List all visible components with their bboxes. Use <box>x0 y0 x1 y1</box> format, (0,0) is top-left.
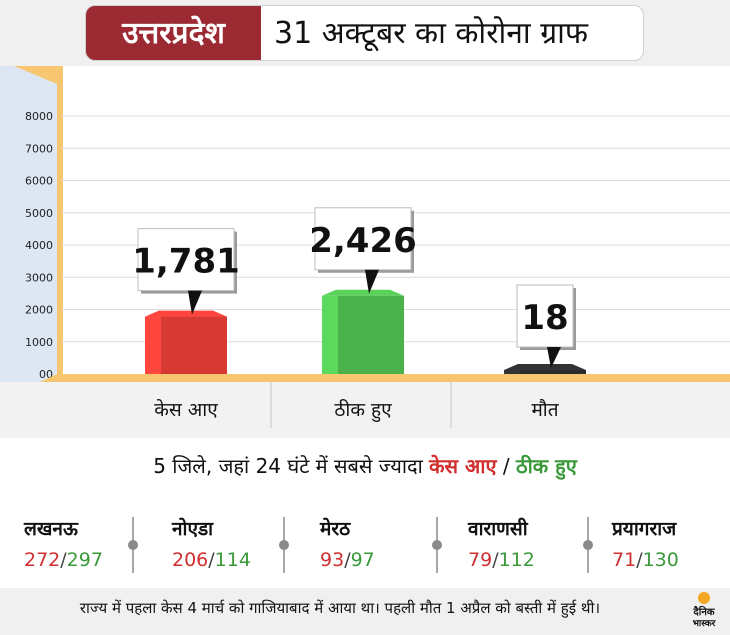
footer-note: राज्य में पहला केस 4 मार्च को गाजियाबाद … <box>79 599 601 617</box>
district-noida: नोएडा 206/114 <box>172 515 307 571</box>
separator-dot-icon <box>583 540 593 550</box>
logo-line2: भास्कर <box>692 619 716 629</box>
district-recovered: 114 <box>214 549 251 571</box>
category-strip <box>0 382 730 438</box>
header: उत्तरप्रदेश 31 अक्टूबर का कोरोना ग्राफ <box>0 0 730 70</box>
district-values: 71/130 <box>612 549 730 571</box>
chart-top-frame-corner <box>14 66 57 84</box>
x-tick-label: ठीक हुए <box>334 398 392 423</box>
districts-heading-divider: / <box>502 454 510 478</box>
y-tick-label: 7000 <box>25 142 53 155</box>
callout-pointer <box>188 290 202 315</box>
district-values: 206/114 <box>172 549 307 571</box>
x-tick-label: मौत <box>531 398 559 421</box>
chart-left-frame <box>57 66 63 380</box>
bar-chart: 00100020003000400050006000700080001,7812… <box>0 66 730 438</box>
dainik-bhaskar-logo: दैनिक भास्कर <box>684 592 724 630</box>
y-tick-label: 5000 <box>25 207 53 220</box>
callout-pointer <box>547 347 561 368</box>
sun-icon <box>698 592 710 604</box>
bar-top <box>145 310 227 317</box>
logo-line1: दैनिक <box>693 607 715 618</box>
chart-floor <box>40 374 730 382</box>
bar-top <box>322 289 404 296</box>
bar <box>520 370 586 374</box>
district-separator <box>278 517 290 573</box>
state-label: उत्तरप्रदेश <box>86 6 261 60</box>
district-varanasi: वाराणसी 79/112 <box>468 515 603 571</box>
district-values: 79/112 <box>468 549 603 571</box>
y-tick-label: 6000 <box>25 175 53 188</box>
separator-dot-icon <box>128 540 138 550</box>
y-tick-label: 3000 <box>25 271 53 284</box>
district-lucknow: लखनऊ 272/297 <box>24 515 159 571</box>
page-title: 31 अक्टूबर का कोरोना ग्राफ <box>274 16 589 51</box>
y-tick-label: 2000 <box>25 304 53 317</box>
district-name: वाराणसी <box>468 518 528 540</box>
district-slash: / <box>208 549 215 571</box>
bar-top <box>504 364 586 370</box>
district-name: लखनऊ <box>24 518 78 540</box>
district-values: 93/97 <box>320 549 455 571</box>
districts-heading-recovered: ठीक हुए <box>515 454 577 478</box>
bar <box>338 295 404 374</box>
bar-side <box>504 370 520 374</box>
district-cases: 272 <box>24 549 61 571</box>
district-slash: / <box>492 549 499 571</box>
district-slash: / <box>60 549 67 571</box>
chart-side-panel <box>0 66 57 434</box>
y-tick-label: 4000 <box>25 239 53 252</box>
district-name: प्रयागराज <box>612 518 677 540</box>
district-cases: 206 <box>172 549 209 571</box>
district-cases: 71 <box>612 549 637 571</box>
x-tick-label: केस आए <box>154 398 218 421</box>
footer: राज्य में पहला केस 4 मार्च को गाजियाबाद … <box>0 588 730 635</box>
y-tick-label: 1000 <box>25 336 53 349</box>
callout-box <box>516 284 574 348</box>
district-separator <box>431 517 443 573</box>
district-meerut: मेरठ 93/97 <box>320 515 455 571</box>
callout-box <box>137 228 235 292</box>
data-label: 1,781 <box>132 242 240 282</box>
bar-side <box>322 295 338 374</box>
district-separator <box>582 517 594 573</box>
data-label: 18 <box>521 298 568 338</box>
bar <box>161 316 227 374</box>
districts-heading-prefix: 5 जिले, जहां 24 घंटे में सबसे ज्यादा <box>153 454 423 478</box>
district-prayagraj: प्रयागराज 71/130 <box>612 515 730 571</box>
separator-dot-icon <box>279 540 289 550</box>
district-name: मेरठ <box>320 518 351 540</box>
separator-dot-icon <box>432 540 442 550</box>
districts-heading-cases: केस आए <box>429 454 497 478</box>
district-recovered: 97 <box>350 549 375 571</box>
district-cases: 93 <box>320 549 345 571</box>
district-separator <box>127 517 139 573</box>
bar-side <box>145 316 161 374</box>
district-name: नोएडा <box>172 518 214 540</box>
district-slash: / <box>636 549 643 571</box>
district-values: 272/297 <box>24 549 159 571</box>
data-label: 2,426 <box>309 221 417 261</box>
district-slash: / <box>344 549 351 571</box>
title-pill: उत्तरप्रदेश 31 अक्टूबर का कोरोना ग्राफ <box>85 5 644 61</box>
districts-heading: 5 जिले, जहां 24 घंटे में सबसे ज्यादा केस… <box>0 452 730 479</box>
district-recovered: 130 <box>642 549 679 571</box>
y-tick-label: 8000 <box>25 110 53 123</box>
district-recovered: 112 <box>498 549 535 571</box>
callout-pointer <box>365 269 379 294</box>
district-cases: 79 <box>468 549 493 571</box>
callout-box <box>314 207 412 271</box>
district-recovered: 297 <box>66 549 103 571</box>
